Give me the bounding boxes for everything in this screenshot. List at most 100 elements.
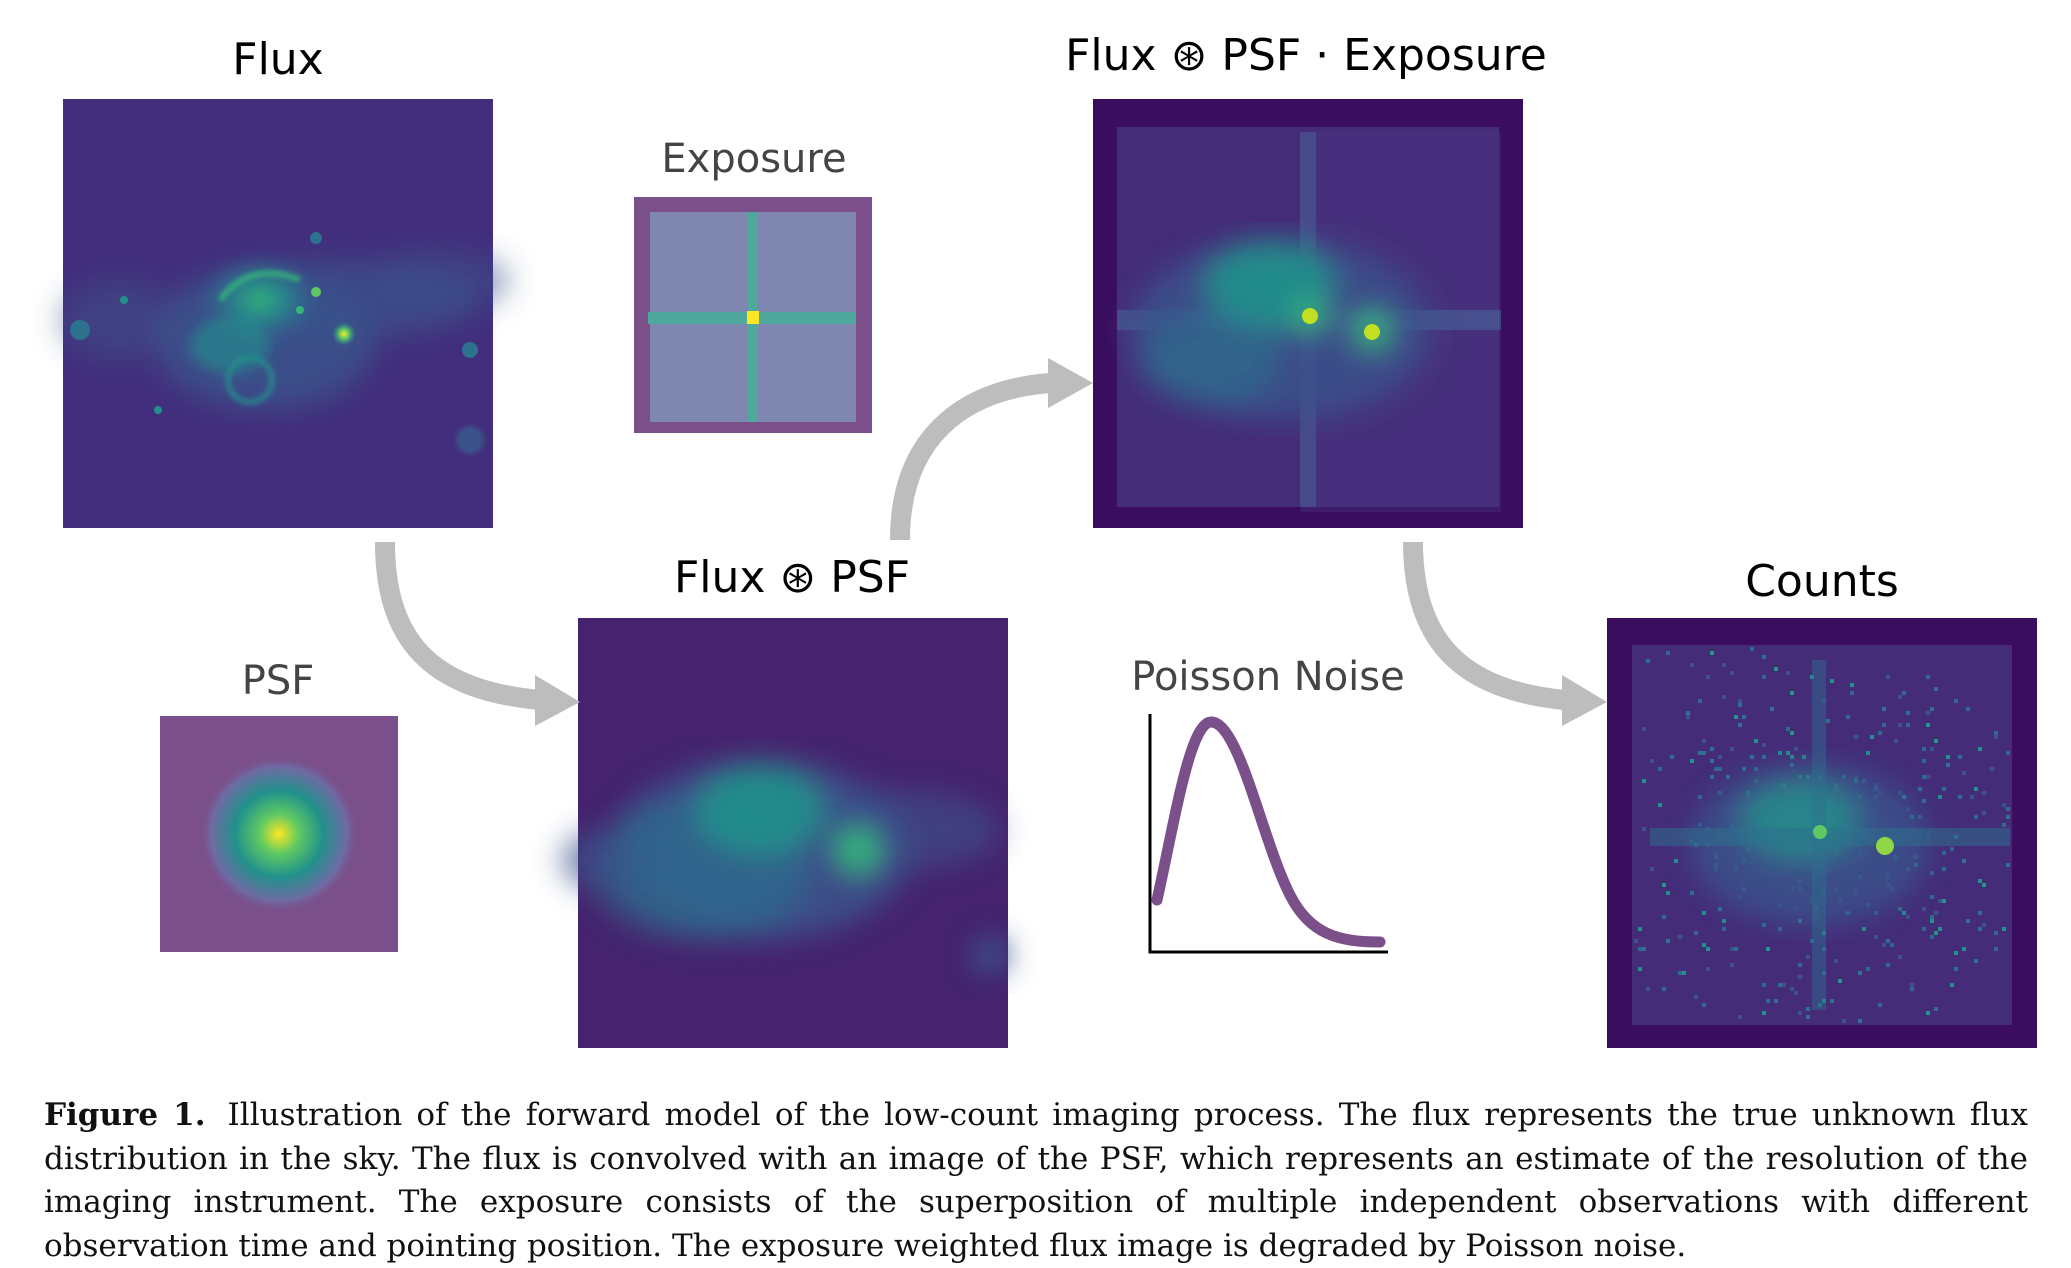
- count-pixel: [1930, 915, 1934, 919]
- count-pixel: [1718, 767, 1722, 771]
- count-pixel: [1846, 699, 1850, 703]
- count-pixel: [1742, 767, 1746, 771]
- caption-text: Illustration of the forward model of the…: [44, 1097, 2028, 1264]
- count-pixel: [1722, 663, 1726, 667]
- count-pixel: [1762, 923, 1766, 927]
- count-pixel: [1706, 999, 1710, 1003]
- count-pixel: [1846, 935, 1850, 939]
- count-pixel: [1642, 827, 1646, 831]
- count-pixel: [1698, 751, 1702, 755]
- count-pixel: [1874, 935, 1878, 939]
- count-pixel: [1886, 675, 1890, 679]
- flux-image: [60, 99, 510, 528]
- count-pixel: [1834, 959, 1838, 963]
- count-pixel: [1690, 663, 1694, 667]
- count-pixel: [1994, 731, 1998, 735]
- count-pixel: [1642, 779, 1646, 783]
- count-pixel: [1730, 747, 1734, 751]
- count-pixel: [1934, 739, 1938, 743]
- count-pixel: [1862, 671, 1866, 675]
- count-pixel: [1966, 919, 1970, 923]
- count-pixel: [1650, 867, 1654, 871]
- count-pixel: [1842, 727, 1846, 731]
- count-pixel: [1766, 947, 1770, 951]
- count-pixel: [1954, 967, 1958, 971]
- count-pixel: [1790, 755, 1794, 759]
- count-pixel: [1918, 787, 1922, 791]
- count-pixel: [1930, 747, 1934, 751]
- count-pixel: [1850, 715, 1854, 719]
- count-pixel: [1942, 867, 1946, 871]
- count-pixel: [1838, 979, 1842, 983]
- poisson-curve: [1151, 716, 1386, 948]
- count-pixel: [1702, 943, 1706, 947]
- count-pixel: [1902, 691, 1906, 695]
- count-pixel: [1942, 859, 1946, 863]
- count-pixel: [1786, 727, 1790, 731]
- count-pixel: [1778, 927, 1782, 931]
- count-pixel: [1702, 739, 1706, 743]
- count-pixel: [1718, 755, 1722, 759]
- count-pixel: [1954, 951, 1958, 955]
- count-pixel: [1666, 891, 1670, 895]
- count-pixel: [1642, 947, 1646, 951]
- count-pixel: [1898, 907, 1902, 911]
- count-pixel: [1826, 719, 1830, 723]
- count-pixel: [1830, 679, 1834, 683]
- count-pixel: [1922, 907, 1926, 911]
- figure-caption: Figure 1. Illustration of the forward mod…: [44, 1094, 2028, 1268]
- count-pixel: [1922, 775, 1926, 779]
- count-pixel: [1638, 947, 1642, 951]
- count-pixel: [1674, 859, 1678, 863]
- count-pixel: [1794, 943, 1798, 947]
- count-pixel: [1918, 955, 1922, 959]
- count-pixel: [1762, 755, 1766, 759]
- count-pixel: [1882, 687, 1886, 691]
- count-pixel: [1710, 775, 1714, 779]
- count-pixel: [1922, 799, 1926, 803]
- count-pixel: [2002, 927, 2006, 931]
- count-pixel: [1926, 775, 1930, 779]
- count-pixel: [1810, 687, 1814, 691]
- count-pixel: [1774, 999, 1778, 1003]
- count-pixel: [1970, 795, 1974, 799]
- count-pixel: [1938, 795, 1942, 799]
- caption-label: Figure 1.: [44, 1097, 206, 1133]
- count-pixel: [1922, 759, 1926, 763]
- count-pixel: [1878, 1003, 1882, 1007]
- arrow-convolved-to-exposure: [890, 358, 1093, 541]
- count-pixel: [1858, 1019, 1862, 1023]
- count-pixel: [1734, 715, 1738, 719]
- count-pixel: [1702, 751, 1706, 755]
- count-pixel: [1926, 711, 1930, 715]
- count-pixel: [1890, 943, 1894, 947]
- poisson-noise-plot: [1148, 714, 1388, 954]
- count-pixel: [1782, 983, 1786, 987]
- count-pixel: [1974, 787, 1978, 791]
- count-pixel: [1958, 795, 1962, 799]
- count-pixel: [1694, 995, 1698, 999]
- count-pixel: [2006, 863, 2010, 867]
- count-pixel: [1958, 755, 1962, 759]
- count-pixel: [1706, 947, 1710, 951]
- count-pixel: [1830, 943, 1834, 947]
- count-pixel: [1862, 927, 1866, 931]
- count-pixel: [1678, 971, 1682, 975]
- count-pixel: [1802, 755, 1806, 759]
- flux-psf-exposure-title: Flux ⊛ PSF · Exposure: [1065, 30, 1547, 81]
- count-pixel: [1902, 911, 1906, 915]
- count-pixel: [1678, 935, 1682, 939]
- count-pixel: [1726, 763, 1730, 767]
- count-pixel: [1882, 943, 1886, 947]
- count-pixel: [1634, 939, 1638, 943]
- count-pixel: [1810, 691, 1814, 695]
- count-pixel: [1926, 675, 1930, 679]
- count-pixel: [1638, 967, 1642, 971]
- count-pixel: [1946, 763, 1950, 767]
- count-pixel: [1682, 971, 1686, 975]
- count-pixel: [1962, 771, 1966, 775]
- count-pixel: [1686, 899, 1690, 903]
- count-pixel: [1966, 707, 1970, 711]
- count-pixel: [1942, 787, 1946, 791]
- count-pixel: [1994, 931, 1998, 935]
